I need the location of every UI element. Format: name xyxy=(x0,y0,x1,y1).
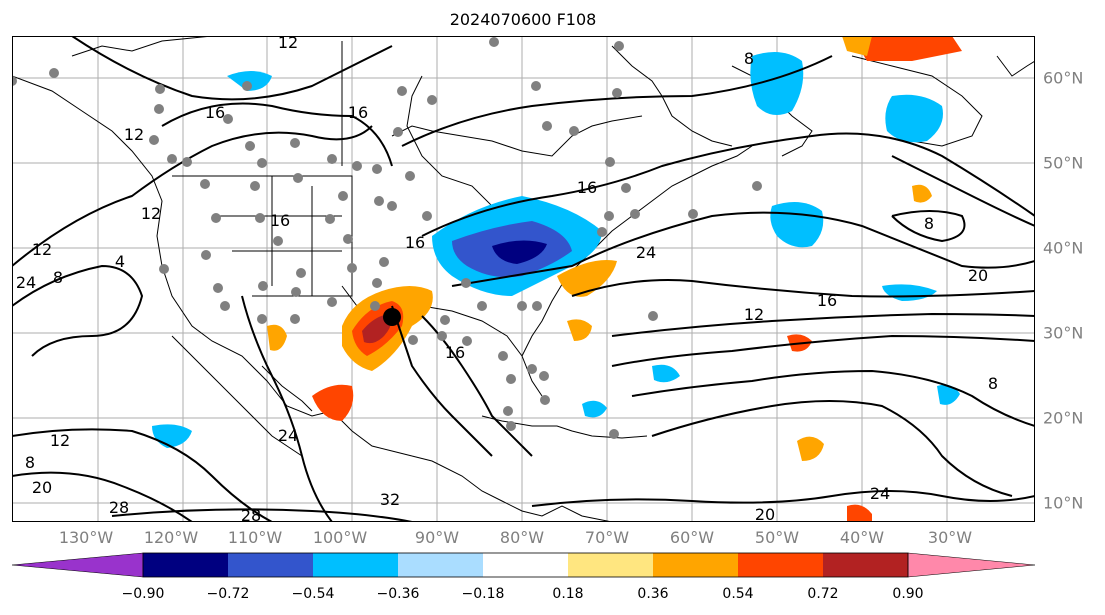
contour-label: 20 xyxy=(968,266,988,285)
contour-label: 12 xyxy=(50,431,70,450)
location-marker xyxy=(383,308,401,326)
lon-label: 130°W xyxy=(58,528,114,547)
station-dots xyxy=(12,37,762,439)
contour-label: 28 xyxy=(241,506,261,522)
colorbar-tick: 0.36 xyxy=(637,586,669,602)
lat-label: 60°N xyxy=(1043,68,1084,88)
colorbar-swatch xyxy=(313,553,398,577)
contour-label: 12 xyxy=(141,204,161,223)
lat-label: 30°N xyxy=(1043,323,1084,343)
lat-label: 40°N xyxy=(1043,238,1084,258)
contour-label: 12 xyxy=(744,305,764,324)
colorbar-tick: −0.36 xyxy=(376,586,420,602)
lat-label: 10°N xyxy=(1043,493,1084,513)
contour-label: 16 xyxy=(577,178,597,197)
contour-label: 8 xyxy=(53,268,63,287)
colorbar-swatch xyxy=(483,553,568,577)
colorbar-swatch xyxy=(398,553,483,577)
map-title: 2024070600 F108 xyxy=(449,10,597,29)
lat-label: 50°N xyxy=(1043,153,1084,173)
colorbar xyxy=(12,552,1035,578)
lon-label: 50°W xyxy=(754,528,800,547)
lon-label: 60°W xyxy=(669,528,715,547)
shaded-fields xyxy=(152,36,962,522)
contour-label: 28 xyxy=(109,498,129,517)
contour-label: 16 xyxy=(205,103,225,122)
contour-lines xyxy=(12,36,1035,522)
weather-map: 12 16 16 12 8 12 4 16 24 16 16 24 20 16 … xyxy=(12,36,1035,522)
colorbar-extend-min xyxy=(12,552,144,578)
contour-label: 24 xyxy=(636,243,656,262)
colorbar-swatch xyxy=(143,553,228,577)
colorbar-tick: 0.18 xyxy=(552,586,584,602)
contour-label: 16 xyxy=(445,343,465,362)
colorbar-tick: 0.90 xyxy=(892,586,924,602)
coastlines xyxy=(12,36,1035,522)
contour-label: 12 xyxy=(32,240,52,259)
colorbar-tick: 0.72 xyxy=(807,586,839,602)
contour-label: 8 xyxy=(744,49,754,68)
contour-label: 32 xyxy=(380,490,400,509)
contour-label: 4 xyxy=(115,252,125,271)
contour-label: 12 xyxy=(124,125,144,144)
lon-label: 80°W xyxy=(499,528,545,547)
contour-label: 8 xyxy=(988,374,998,393)
colorbar-swatch xyxy=(823,553,908,577)
contour-label: 12 xyxy=(278,36,298,52)
contour-label-group: 12 16 16 12 8 12 4 16 24 16 16 24 20 16 … xyxy=(16,36,998,522)
contour-label: 24 xyxy=(278,426,298,445)
contour-label: 16 xyxy=(405,233,425,252)
contour-label: 24 xyxy=(16,273,36,292)
colorbar-tick: −0.54 xyxy=(291,586,335,602)
colorbar-swatch xyxy=(653,553,738,577)
contour-label: 8 xyxy=(25,453,35,472)
lon-label: 110°W xyxy=(227,528,283,547)
lon-label: 120°W xyxy=(143,528,199,547)
colorbar-tick: −0.90 xyxy=(121,586,165,602)
colorbar-tick: 0.54 xyxy=(722,586,754,602)
contour-label: 16 xyxy=(348,103,368,122)
lon-label: 30°W xyxy=(927,528,973,547)
lat-label: 20°N xyxy=(1043,408,1084,428)
contour-label: 8 xyxy=(924,214,934,233)
contour-label: 20 xyxy=(755,505,775,522)
colorbar-swatch xyxy=(738,553,823,577)
colorbar-swatch xyxy=(568,553,653,577)
lon-label: 70°W xyxy=(584,528,630,547)
colorbar-tick: −0.72 xyxy=(206,586,250,602)
contour-label: 20 xyxy=(32,478,52,497)
colorbar-swatch xyxy=(228,553,313,577)
lon-label: 90°W xyxy=(414,528,460,547)
lon-label: 40°W xyxy=(839,528,885,547)
contour-label: 16 xyxy=(817,291,837,310)
contour-label: 24 xyxy=(870,484,890,503)
lon-label: 100°W xyxy=(312,528,368,547)
contour-label: 16 xyxy=(270,211,290,230)
colorbar-extend-max xyxy=(907,552,1035,578)
colorbar-tick: −0.18 xyxy=(461,586,505,602)
